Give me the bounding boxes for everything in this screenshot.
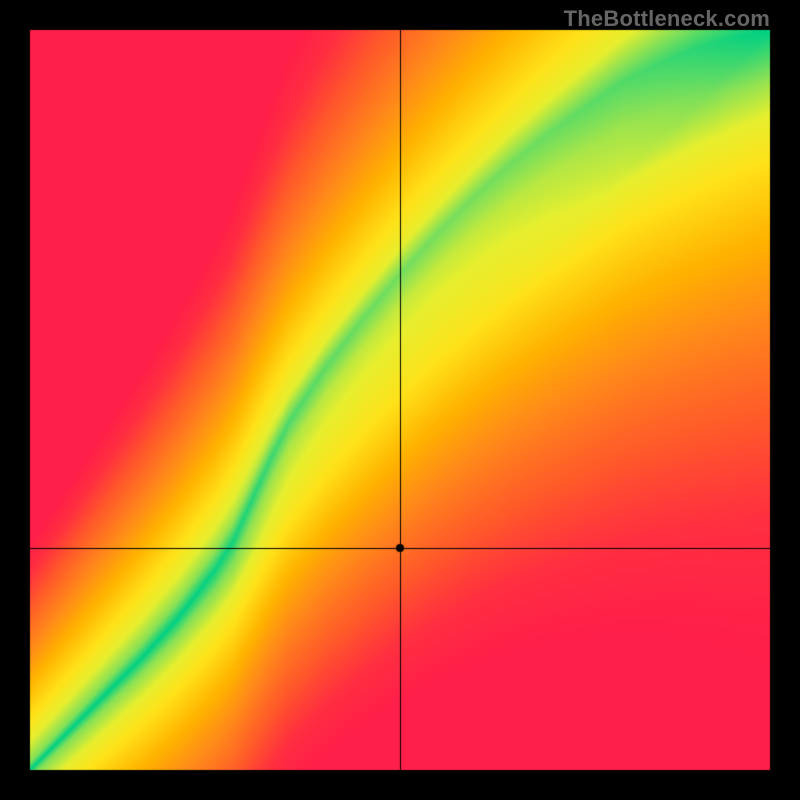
- chart-container: TheBottleneck.com: [0, 0, 800, 800]
- bottleneck-heatmap: [0, 0, 800, 800]
- watermark-text: TheBottleneck.com: [564, 6, 770, 32]
